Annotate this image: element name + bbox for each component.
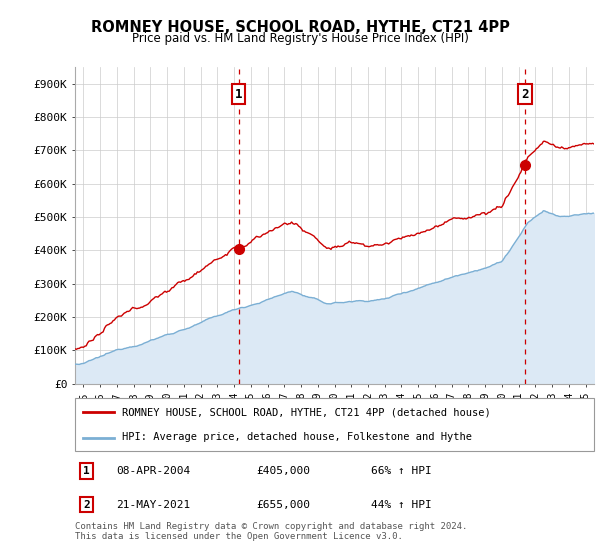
- Text: 2: 2: [83, 500, 90, 510]
- Text: £655,000: £655,000: [257, 500, 311, 510]
- Text: 44% ↑ HPI: 44% ↑ HPI: [371, 500, 431, 510]
- Text: Price paid vs. HM Land Registry's House Price Index (HPI): Price paid vs. HM Land Registry's House …: [131, 32, 469, 45]
- Text: ROMNEY HOUSE, SCHOOL ROAD, HYTHE, CT21 4PP (detached house): ROMNEY HOUSE, SCHOOL ROAD, HYTHE, CT21 4…: [122, 408, 490, 418]
- Text: 66% ↑ HPI: 66% ↑ HPI: [371, 466, 431, 476]
- Text: 08-APR-2004: 08-APR-2004: [116, 466, 191, 476]
- Text: 2: 2: [521, 87, 529, 101]
- Text: £405,000: £405,000: [257, 466, 311, 476]
- Text: HPI: Average price, detached house, Folkestone and Hythe: HPI: Average price, detached house, Folk…: [122, 432, 472, 442]
- Text: 1: 1: [235, 87, 242, 101]
- Text: 1: 1: [83, 466, 90, 476]
- FancyBboxPatch shape: [75, 398, 594, 451]
- Text: 21-MAY-2021: 21-MAY-2021: [116, 500, 191, 510]
- Text: ROMNEY HOUSE, SCHOOL ROAD, HYTHE, CT21 4PP: ROMNEY HOUSE, SCHOOL ROAD, HYTHE, CT21 4…: [91, 20, 509, 35]
- Text: Contains HM Land Registry data © Crown copyright and database right 2024.
This d: Contains HM Land Registry data © Crown c…: [75, 522, 467, 542]
